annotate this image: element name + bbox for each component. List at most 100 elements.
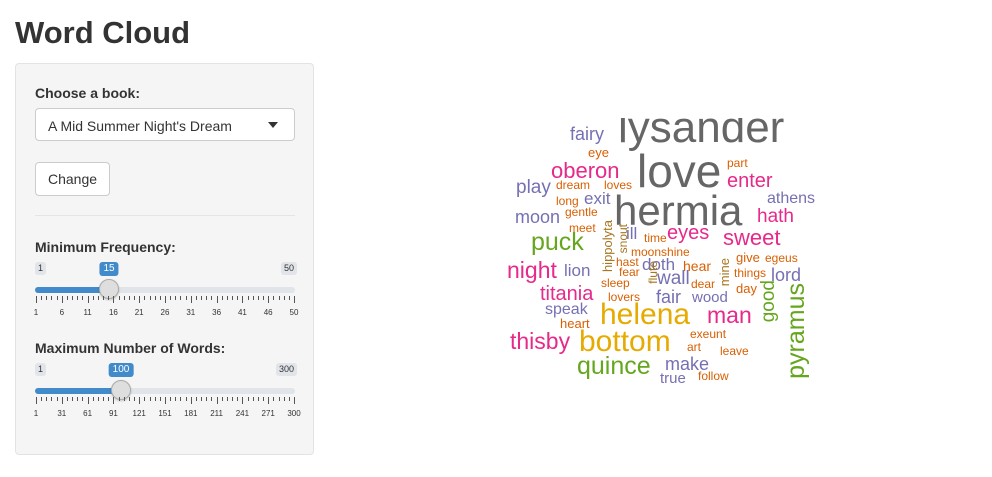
book-select-value: A Mid Summer Night's Dream [48,118,232,134]
slider-tick [77,296,79,300]
cloud-word: dream [556,178,591,192]
slider-tick [149,397,151,401]
slider-tick [87,397,89,404]
cloud-word: oberon [551,158,620,183]
slider-tick [268,296,270,303]
slider-tick [252,397,254,401]
cloud-word: true [660,370,686,387]
cloud-word: eyes [667,222,710,244]
slider-tick [201,397,203,401]
slider-tick [134,397,136,401]
cloud-word: egeus [765,251,798,265]
slider-tick-label: 26 [160,308,170,317]
cloud-word: fairy [570,124,605,144]
slider-tick [273,296,275,300]
cloud-word: heart [560,316,590,331]
slider-track[interactable] [35,388,295,394]
slider-fill [35,287,109,293]
cloud-word: eye [588,145,609,160]
slider-tick [278,397,280,401]
cloud-word: follow [698,369,729,383]
slider-tick [123,296,125,300]
cloud-word: things [734,266,767,280]
slider-tick [294,296,295,303]
slider-handle[interactable] [111,380,131,400]
cloud-word: lord [771,265,802,285]
slider-tick [252,296,254,300]
cloud-word: dear [691,277,716,291]
slider-tick [195,296,197,300]
slider-tick-label: 151 [158,409,172,418]
slider-min-label: 1 [35,363,47,376]
slider-tick [159,296,161,300]
slider-tick-label: 46 [263,308,273,317]
slider-tick [82,397,84,401]
slider-tick [128,296,130,300]
cloud-word: sleep [601,276,630,290]
book-select[interactable]: A Mid Summer Night's Dream [35,108,295,141]
slider-max-label: 50 [280,262,297,275]
slider-tick [185,296,187,300]
slider-track[interactable] [35,287,295,293]
cloud-word: lysander [618,118,785,152]
cloud-word: moon [515,207,561,227]
cloud-word: wall [657,268,690,289]
word-cloud: lysander love hermia fairy eye oberon play drea… [505,118,825,390]
slider-tick [180,397,182,401]
page-title: Word Cloud [15,15,191,50]
slider-tick [66,296,68,300]
slider-tick-label: 21 [134,308,144,317]
min-frequency-slider[interactable]: 1 50 15 1 6 11 16 21 26 31 36 41 46 50 [34,262,299,322]
slider-tick [108,397,110,401]
cloud-word: hippolyta [600,220,615,273]
slider-tick [195,397,197,401]
cloud-word: hast [616,255,639,269]
slider-tick [87,296,89,303]
slider-tick [56,296,58,300]
cloud-word: play [516,177,551,198]
slider-tick [201,296,203,300]
cloud-word: quince [577,352,651,380]
slider-value-label: 100 [108,363,134,377]
slider-tick [226,397,228,401]
cloud-word: exeunt [690,327,727,341]
cloud-word: gentle [565,205,598,219]
slider-tick [216,397,218,404]
slider-tick [139,296,141,303]
slider-tick-label: 31 [57,409,67,418]
change-button[interactable]: Change [35,162,110,196]
slider-tick [51,296,53,300]
chevron-down-icon [268,122,278,128]
cloud-word: mine [717,258,732,287]
slider-tick [159,397,161,401]
slider-tick [61,397,63,404]
slider-ticks [35,296,297,308]
slider-tick [170,397,172,401]
cloud-word: fear [619,265,640,279]
slider-tick [273,397,275,401]
cloud-word: athens [767,190,816,207]
slider-tick [103,296,105,300]
slider-tick [97,296,99,300]
slider-tick [92,296,94,300]
slider-tick-label: 16 [108,308,118,317]
slider-tick [175,296,177,300]
slider-tick [221,397,223,401]
slider-tick [190,296,192,303]
slider-tick-label: 241 [235,409,250,418]
cloud-word: make [665,354,710,374]
slider-tick-label: 211 [210,409,223,418]
slider-tick [46,296,48,300]
cloud-word: lovers [608,290,641,304]
slider-tick [123,397,125,401]
cloud-word: ill [626,224,638,243]
cloud-word: leave [720,344,749,358]
slider-tick-labels: 1 6 11 16 21 26 31 36 41 46 50 [34,308,299,318]
slider-tick [278,296,280,300]
slider-tick [41,397,43,401]
slider-tick [294,397,295,404]
cloud-word: bottom [579,325,671,358]
slider-tick [180,296,182,300]
max-words-slider[interactable]: 1 300 100 1 31 61 91 121 151 181 211 241 271 300 [34,363,301,423]
slider-tick-labels: 1 31 61 91 121 151 181 211 241 271 300 [34,409,301,419]
